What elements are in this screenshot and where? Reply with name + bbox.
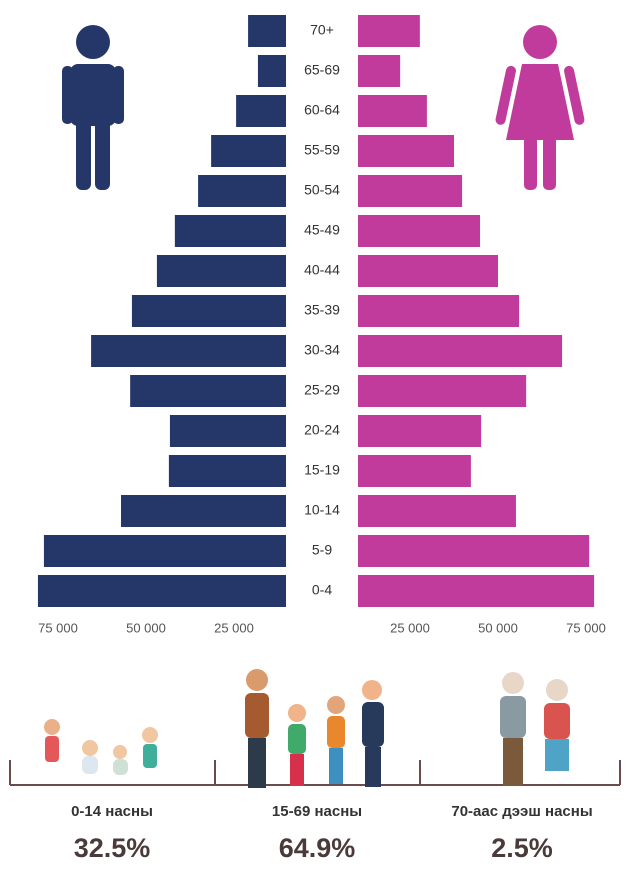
x-tick-label: 50 000 — [478, 620, 518, 635]
age-label: 50-54 — [304, 182, 340, 198]
bar — [358, 575, 595, 607]
age-label: 10-14 — [304, 502, 340, 518]
bar — [358, 215, 481, 247]
bar — [358, 455, 471, 487]
bar — [358, 255, 498, 287]
age-label: 35-39 — [304, 302, 340, 318]
bar — [43, 535, 286, 567]
bar — [358, 335, 563, 367]
age-label: 25-29 — [304, 382, 340, 398]
bar — [168, 455, 286, 487]
bar — [358, 55, 401, 87]
bar — [131, 295, 286, 327]
male-icon — [62, 25, 124, 190]
bar — [358, 375, 527, 407]
female-icon — [495, 25, 585, 190]
elderly-illustration — [500, 672, 570, 786]
x-tick-label: 25 000 — [390, 620, 430, 635]
x-tick-label: 50 000 — [126, 620, 166, 635]
group-label: 0-14 насны — [71, 803, 153, 820]
bar — [156, 255, 286, 287]
age-label: 45-49 — [304, 222, 340, 238]
bar — [91, 335, 286, 367]
bar — [358, 295, 520, 327]
bar — [198, 175, 286, 207]
bar — [37, 575, 286, 607]
adults-illustration — [245, 669, 384, 788]
group-percent: 2.5% — [491, 833, 553, 863]
age-label: 60-64 — [304, 102, 340, 118]
age-label: 55-59 — [304, 142, 340, 158]
age-label: 30-34 — [304, 342, 340, 358]
age-label: 15-19 — [304, 462, 340, 478]
bracket — [9, 760, 621, 786]
bar — [358, 135, 454, 167]
age-label: 65-69 — [304, 62, 340, 78]
bar — [121, 495, 287, 527]
age-label: 20-24 — [304, 422, 340, 438]
group-label: 70-аас дээш насны — [451, 803, 592, 820]
bar — [358, 495, 516, 527]
bar — [130, 375, 286, 407]
bar — [248, 15, 286, 47]
bar — [358, 535, 590, 567]
age-label: 5-9 — [312, 542, 332, 558]
bar — [236, 95, 286, 127]
children-illustration — [44, 719, 158, 775]
group-percent: 64.9% — [279, 833, 356, 863]
x-tick-label: 75 000 — [38, 620, 78, 635]
x-tick-label: 25 000 — [214, 620, 254, 635]
age-label: 40-44 — [304, 262, 340, 278]
bar — [174, 215, 286, 247]
x-tick-label: 75 000 — [566, 620, 606, 635]
bar — [257, 55, 286, 87]
bar — [358, 95, 427, 127]
group-percent: 32.5% — [74, 833, 151, 863]
bar — [358, 175, 463, 207]
bar — [358, 15, 420, 47]
bar — [358, 415, 482, 447]
age-label: 0-4 — [312, 582, 332, 598]
bar — [211, 135, 286, 167]
bar — [169, 415, 286, 447]
group-label: 15-69 насны — [272, 803, 362, 820]
age-label: 70+ — [310, 22, 334, 38]
